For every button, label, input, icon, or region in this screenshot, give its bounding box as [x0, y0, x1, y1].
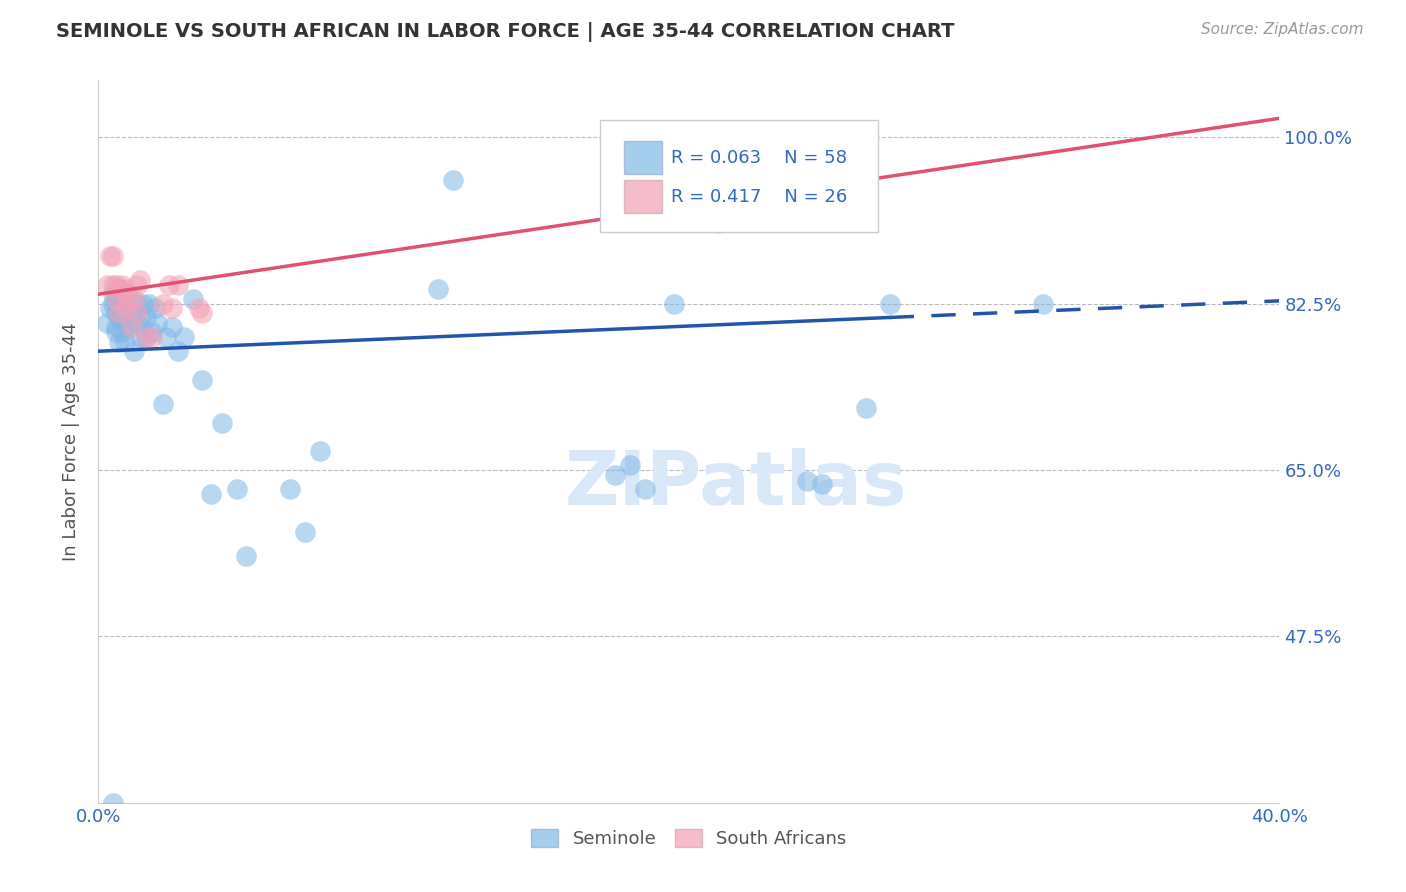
Point: [128, 310, 150, 325]
Text: Source: ZipAtlas.com: Source: ZipAtlas.com: [1201, 22, 1364, 37]
Point: [120, 320, 142, 334]
Point: [96, 316, 118, 330]
Text: R = 0.417    N = 26: R = 0.417 N = 26: [671, 187, 848, 205]
Point: [1032, 296, 1054, 310]
Point: [810, 477, 832, 491]
Point: [135, 330, 157, 344]
Point: [103, 249, 125, 263]
Point: [125, 316, 148, 330]
Point: [108, 282, 131, 296]
Point: [117, 320, 139, 334]
FancyBboxPatch shape: [624, 180, 662, 213]
Point: [111, 306, 134, 320]
Point: [155, 330, 177, 344]
Point: [132, 296, 155, 310]
Point: [167, 344, 190, 359]
Point: [122, 292, 145, 306]
Point: [108, 310, 131, 325]
Point: [427, 282, 450, 296]
Point: [122, 344, 145, 359]
Point: [108, 334, 131, 349]
Point: [796, 475, 818, 489]
Point: [125, 296, 148, 310]
Point: [187, 301, 209, 316]
Point: [103, 296, 125, 310]
Point: [280, 482, 302, 496]
Point: [128, 273, 150, 287]
Point: [108, 282, 131, 296]
Point: [157, 277, 180, 292]
Point: [114, 334, 136, 349]
Point: [855, 401, 877, 416]
Point: [105, 306, 128, 320]
Point: [143, 301, 166, 316]
Point: [125, 277, 148, 292]
Point: [120, 306, 142, 320]
Point: [96, 277, 118, 292]
Point: [605, 467, 627, 482]
Point: [309, 444, 332, 458]
Point: [226, 482, 249, 496]
Point: [111, 277, 134, 292]
Point: [141, 330, 163, 344]
Point: [98, 249, 121, 263]
Point: [162, 301, 183, 316]
Point: [191, 306, 214, 320]
Point: [191, 373, 214, 387]
Point: [211, 416, 233, 430]
Point: [117, 292, 139, 306]
Point: [98, 301, 121, 316]
FancyBboxPatch shape: [624, 141, 662, 174]
Point: [181, 292, 204, 306]
Point: [162, 320, 183, 334]
Point: [173, 330, 195, 344]
Point: [128, 330, 150, 344]
Text: R = 0.063    N = 58: R = 0.063 N = 58: [671, 149, 848, 167]
Point: [235, 549, 257, 563]
Point: [146, 316, 169, 330]
Point: [634, 482, 657, 496]
Y-axis label: In Labor Force | Age 35-44: In Labor Force | Age 35-44: [62, 322, 80, 561]
Point: [664, 296, 686, 310]
Point: [441, 173, 464, 187]
Point: [103, 287, 125, 301]
Point: [200, 487, 222, 501]
Point: [619, 458, 641, 473]
Point: [105, 277, 128, 292]
Point: [138, 296, 160, 310]
Point: [114, 316, 136, 330]
Text: ZIPatlas: ZIPatlas: [565, 449, 907, 522]
Point: [152, 296, 174, 310]
Point: [125, 306, 148, 320]
Legend: Seminole, South Africans: Seminole, South Africans: [524, 822, 853, 855]
Point: [105, 325, 128, 339]
FancyBboxPatch shape: [600, 120, 877, 232]
Point: [103, 796, 125, 810]
Point: [114, 301, 136, 316]
Point: [114, 296, 136, 310]
Point: [141, 325, 163, 339]
Point: [117, 287, 139, 301]
Point: [103, 277, 125, 292]
Point: [105, 287, 128, 301]
Text: SEMINOLE VS SOUTH AFRICAN IN LABOR FORCE | AGE 35-44 CORRELATION CHART: SEMINOLE VS SOUTH AFRICAN IN LABOR FORCE…: [56, 22, 955, 42]
Point: [167, 277, 190, 292]
Point: [105, 320, 128, 334]
Point: [879, 296, 901, 310]
Point: [135, 310, 157, 325]
Point: [108, 306, 131, 320]
Point: [105, 296, 128, 310]
Point: [152, 396, 174, 410]
Point: [707, 216, 730, 230]
Point: [105, 292, 128, 306]
Point: [135, 330, 157, 344]
Point: [114, 282, 136, 296]
Point: [111, 325, 134, 339]
Point: [294, 524, 316, 539]
